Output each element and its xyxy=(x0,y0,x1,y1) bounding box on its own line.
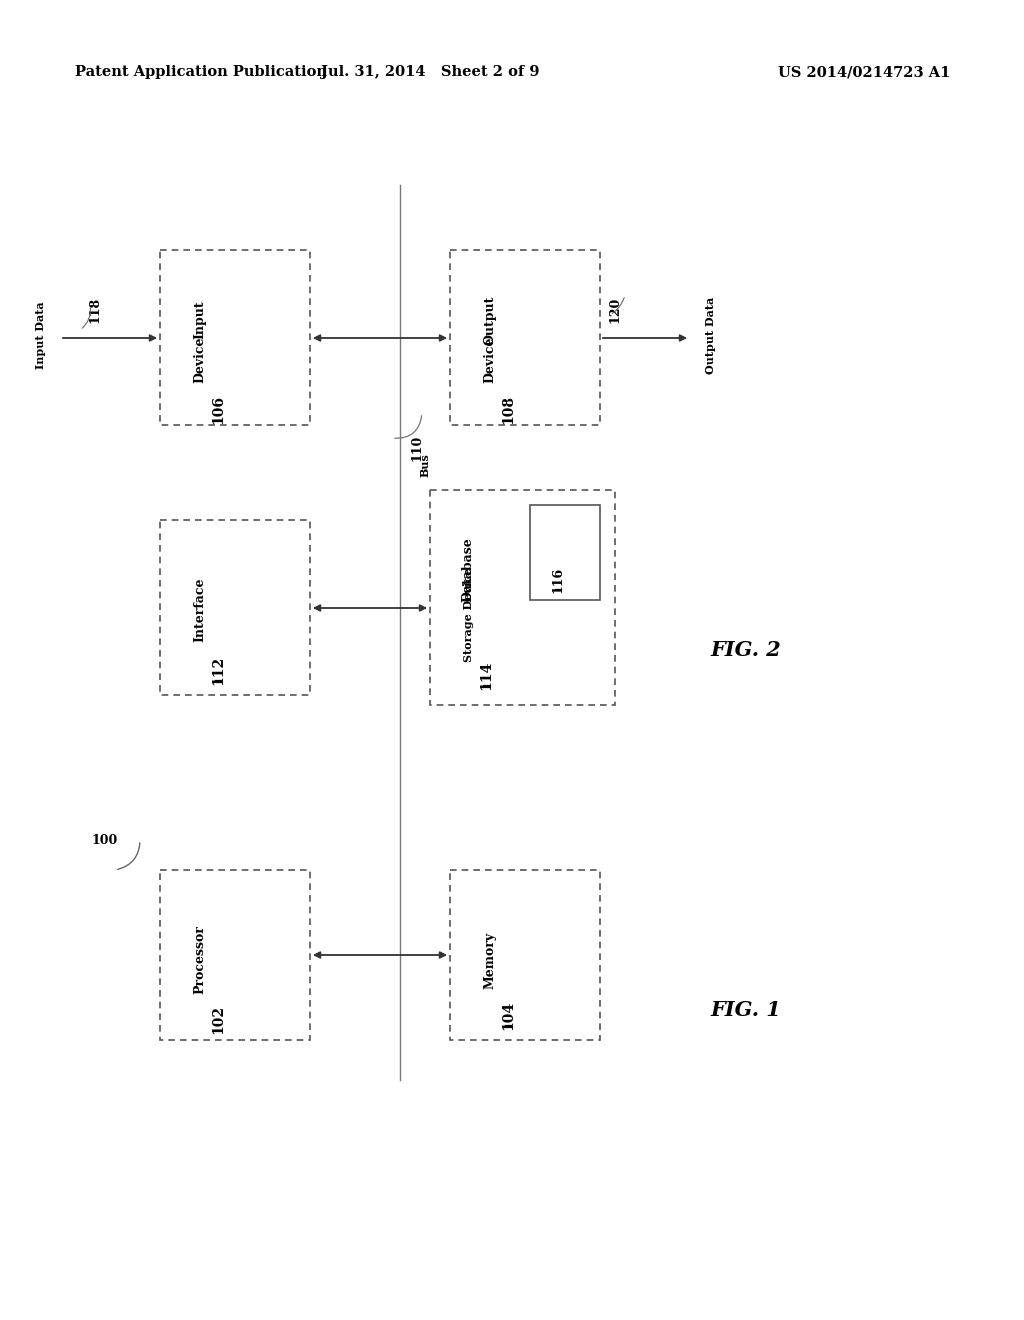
Text: Patent Application Publication: Patent Application Publication xyxy=(75,65,327,79)
Bar xyxy=(450,249,600,425)
Text: Storage Device: Storage Device xyxy=(463,568,473,663)
Text: 104: 104 xyxy=(501,1001,515,1030)
Text: Input Data: Input Data xyxy=(35,301,45,368)
Text: 114: 114 xyxy=(479,660,493,689)
Text: Database: Database xyxy=(462,537,474,602)
Text: Memory: Memory xyxy=(483,932,497,989)
Text: Input: Input xyxy=(194,301,207,339)
Text: US 2014/0214723 A1: US 2014/0214723 A1 xyxy=(777,65,950,79)
Text: Processor: Processor xyxy=(194,925,207,994)
Bar xyxy=(430,490,615,705)
Bar xyxy=(160,520,310,696)
Text: Device: Device xyxy=(483,337,497,383)
Text: FIG. 1: FIG. 1 xyxy=(710,1001,780,1020)
Text: 106: 106 xyxy=(211,396,225,425)
Text: 116: 116 xyxy=(552,566,564,593)
Text: 112: 112 xyxy=(211,656,225,685)
Text: 100: 100 xyxy=(92,833,118,846)
Text: Device: Device xyxy=(194,337,207,383)
Text: 120: 120 xyxy=(608,297,622,323)
Text: 102: 102 xyxy=(211,1006,225,1035)
Text: 108: 108 xyxy=(501,396,515,425)
Text: Bus: Bus xyxy=(420,453,431,477)
Bar xyxy=(530,506,600,601)
Bar xyxy=(160,870,310,1040)
Text: 110: 110 xyxy=(410,434,423,461)
Text: Interface: Interface xyxy=(194,578,207,643)
Text: 118: 118 xyxy=(88,297,101,323)
Text: Jul. 31, 2014   Sheet 2 of 9: Jul. 31, 2014 Sheet 2 of 9 xyxy=(321,65,540,79)
Text: FIG. 2: FIG. 2 xyxy=(710,640,780,660)
Bar xyxy=(450,870,600,1040)
Text: Output: Output xyxy=(483,296,497,345)
Text: Output Data: Output Data xyxy=(705,297,716,374)
Bar xyxy=(160,249,310,425)
